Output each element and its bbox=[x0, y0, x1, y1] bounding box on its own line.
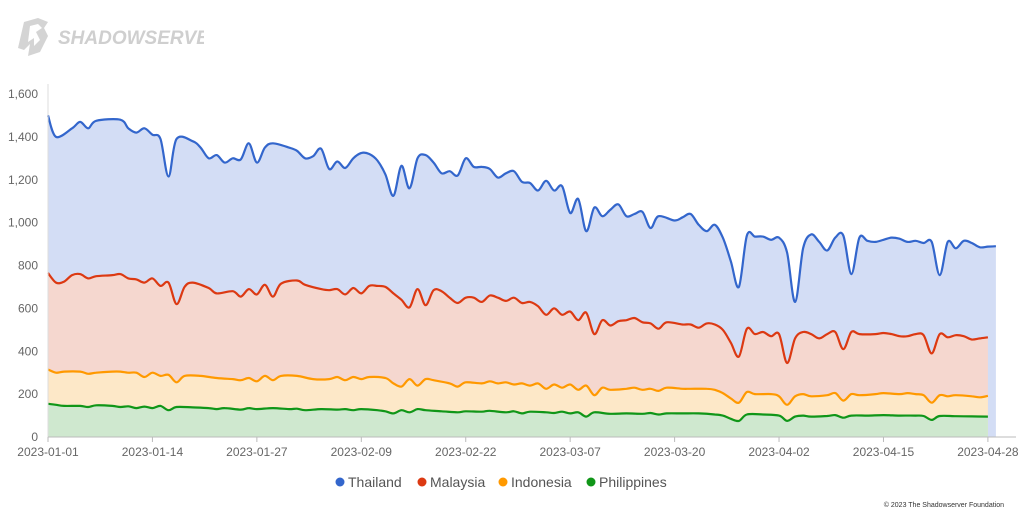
x-tick-label: 2023-02-09 bbox=[331, 445, 393, 459]
legend-marker bbox=[586, 477, 596, 487]
line-malaysia bbox=[47, 272, 989, 365]
y-tick-label: 600 bbox=[18, 301, 38, 315]
line-indonesia bbox=[47, 368, 989, 406]
y-tick-label: 0 bbox=[31, 430, 38, 444]
line-thailand bbox=[46, 115, 996, 304]
x-tick-label: 2023-04-28 bbox=[957, 445, 1019, 459]
chart-axes: 0 200 400 600 800 1,000 1,200 1,400 1,600 2023-01… bbox=[8, 84, 1019, 459]
x-tick-label: 2023-04-15 bbox=[853, 445, 915, 459]
y-tick-label: 200 bbox=[18, 387, 38, 401]
legend-label: Indonesia bbox=[511, 474, 572, 490]
legend-marker bbox=[417, 477, 427, 487]
legend-item-indonesia: Indonesia bbox=[498, 474, 572, 490]
series-areas bbox=[48, 115, 996, 438]
legend-label: Philippines bbox=[599, 474, 667, 490]
area-philippines bbox=[48, 403, 988, 437]
legend-item-malaysia: Malaysia bbox=[417, 474, 485, 490]
y-tick-label: 1,200 bbox=[8, 173, 38, 187]
legend-marker bbox=[498, 477, 508, 487]
x-tick-label: 2023-03-20 bbox=[644, 445, 706, 459]
line-philippines bbox=[47, 402, 988, 423]
x-tick-label: 2023-03-07 bbox=[539, 445, 601, 459]
legend-label: Malaysia bbox=[430, 474, 485, 490]
legend-marker bbox=[335, 477, 345, 487]
y-tick-label: 1,000 bbox=[8, 216, 38, 230]
copyright-text: © 2023 The Shadowserver Foundation bbox=[883, 502, 1004, 509]
chart-legend: Thailand Malaysia Indonesia Philippines bbox=[335, 474, 667, 490]
x-tick-label: 2023-01-27 bbox=[226, 445, 288, 459]
legend-label: Thailand bbox=[348, 474, 402, 490]
x-tick-label: 2023-01-01 bbox=[17, 445, 79, 459]
legend-item-thailand: Thailand bbox=[335, 474, 402, 490]
y-tick-label: 1,600 bbox=[8, 87, 38, 101]
y-tick-label: 800 bbox=[18, 259, 38, 273]
series-lines bbox=[46, 115, 996, 423]
x-tick-label: 2023-04-02 bbox=[748, 445, 810, 459]
x-tick-label: 2023-02-22 bbox=[435, 445, 497, 459]
logo-text: SHADOWSERVER bbox=[58, 28, 204, 49]
y-tick-label: 1,400 bbox=[8, 130, 38, 144]
y-tick-label: 400 bbox=[18, 344, 38, 358]
shadowserver-logo: SHADOWSERVER bbox=[18, 18, 204, 56]
legend-item-philippines: Philippines bbox=[586, 474, 667, 490]
x-tick-label: 2023-01-14 bbox=[122, 445, 184, 459]
